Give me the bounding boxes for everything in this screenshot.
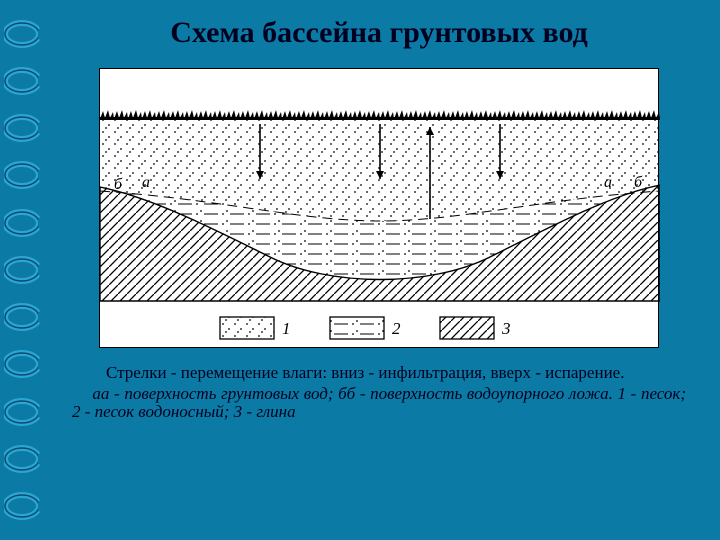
- content-area: Схема бассейна грунтовых вод: [56, 0, 720, 540]
- binding-ring: [4, 397, 52, 427]
- svg-text:3: 3: [501, 319, 511, 338]
- svg-text:2: 2: [392, 319, 401, 338]
- spiral-binding: [0, 0, 56, 540]
- caption-line-1: Стрелки - перемещение влаги: вниз - инфи…: [72, 364, 686, 383]
- diagram-svg: а а б б 1 2 3: [100, 69, 660, 349]
- binding-ring: [4, 444, 52, 474]
- binding-ring: [4, 208, 52, 238]
- caption: Стрелки - перемещение влаги: вниз - инфи…: [68, 364, 690, 422]
- binding-ring: [4, 491, 52, 521]
- svg-text:1: 1: [282, 319, 291, 338]
- page-title: Схема бассейна грунтовых вод: [68, 16, 690, 50]
- binding-ring: [4, 349, 52, 379]
- binding-ring: [4, 19, 52, 49]
- svg-text:б: б: [114, 176, 123, 193]
- svg-text:б: б: [634, 174, 643, 191]
- slide: Схема бассейна грунтовых вод: [0, 0, 720, 540]
- binding-ring: [4, 302, 52, 332]
- binding-ring: [4, 255, 52, 285]
- groundwater-diagram: а а б б 1 2 3: [99, 68, 659, 348]
- svg-text:а: а: [604, 174, 612, 191]
- binding-ring: [4, 113, 52, 143]
- binding-ring: [4, 160, 52, 190]
- binding-ring: [4, 66, 52, 96]
- svg-text:а: а: [142, 174, 150, 191]
- caption-line-2: аа - поверхность грунтовых вод; бб - пов…: [72, 384, 686, 422]
